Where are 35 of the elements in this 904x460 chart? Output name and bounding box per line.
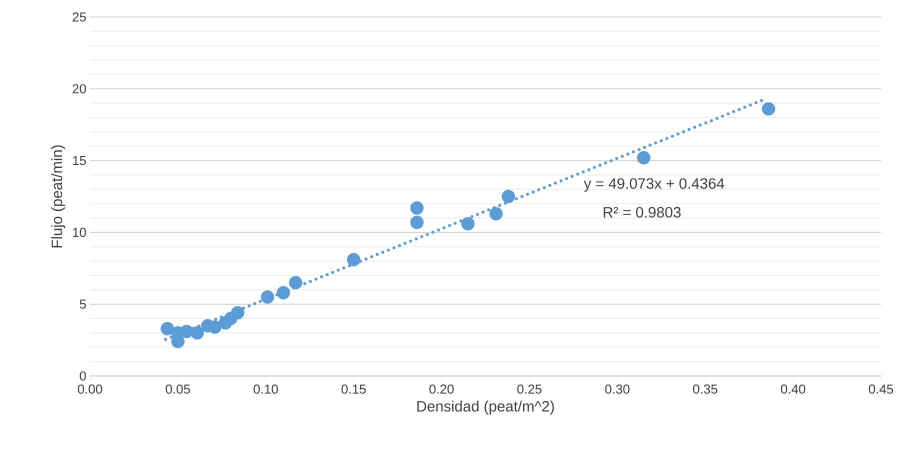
point	[230, 306, 244, 320]
point	[160, 322, 174, 336]
x-tick-label: 0.10	[254, 384, 278, 394]
x-tick-label: 0.40	[780, 384, 806, 394]
x-tick-label: 0.15	[342, 384, 366, 394]
point	[637, 151, 650, 164]
point	[489, 207, 503, 220]
point	[208, 320, 222, 334]
point	[461, 217, 475, 230]
x-tick-label: 0.35	[693, 384, 718, 394]
y-tick-label: 10	[73, 228, 86, 237]
x-tick-label: 0.45	[868, 384, 894, 394]
x-tick-label: 0.30	[605, 384, 630, 394]
annotation: y = 49.073x + 0.4364	[584, 178, 724, 192]
point	[346, 252, 360, 266]
point	[288, 276, 302, 290]
y-tick-label: 15	[73, 156, 86, 166]
y-tick-label: 0	[80, 371, 86, 381]
x-axis-title: Densidad (peat/m^2)	[417, 400, 554, 415]
annotation: R² = 0.9803	[604, 206, 681, 218]
point	[502, 190, 516, 204]
point	[762, 102, 776, 116]
y-axis-title: Flujo (peat/min)	[51, 145, 66, 248]
y-tick-label: 20	[72, 84, 86, 94]
point	[190, 326, 204, 340]
point	[410, 201, 424, 215]
y-tick-label: 5	[80, 300, 86, 309]
point	[410, 216, 424, 230]
point	[260, 290, 274, 304]
point	[276, 286, 290, 300]
x-tick-label: 0.00	[78, 384, 102, 394]
x-tick-label: 0.20	[429, 384, 454, 394]
x-tick-label: 0.25	[517, 384, 542, 394]
x-tick-label: 0.05	[166, 384, 190, 394]
y-tick-label: 25	[72, 12, 86, 22]
